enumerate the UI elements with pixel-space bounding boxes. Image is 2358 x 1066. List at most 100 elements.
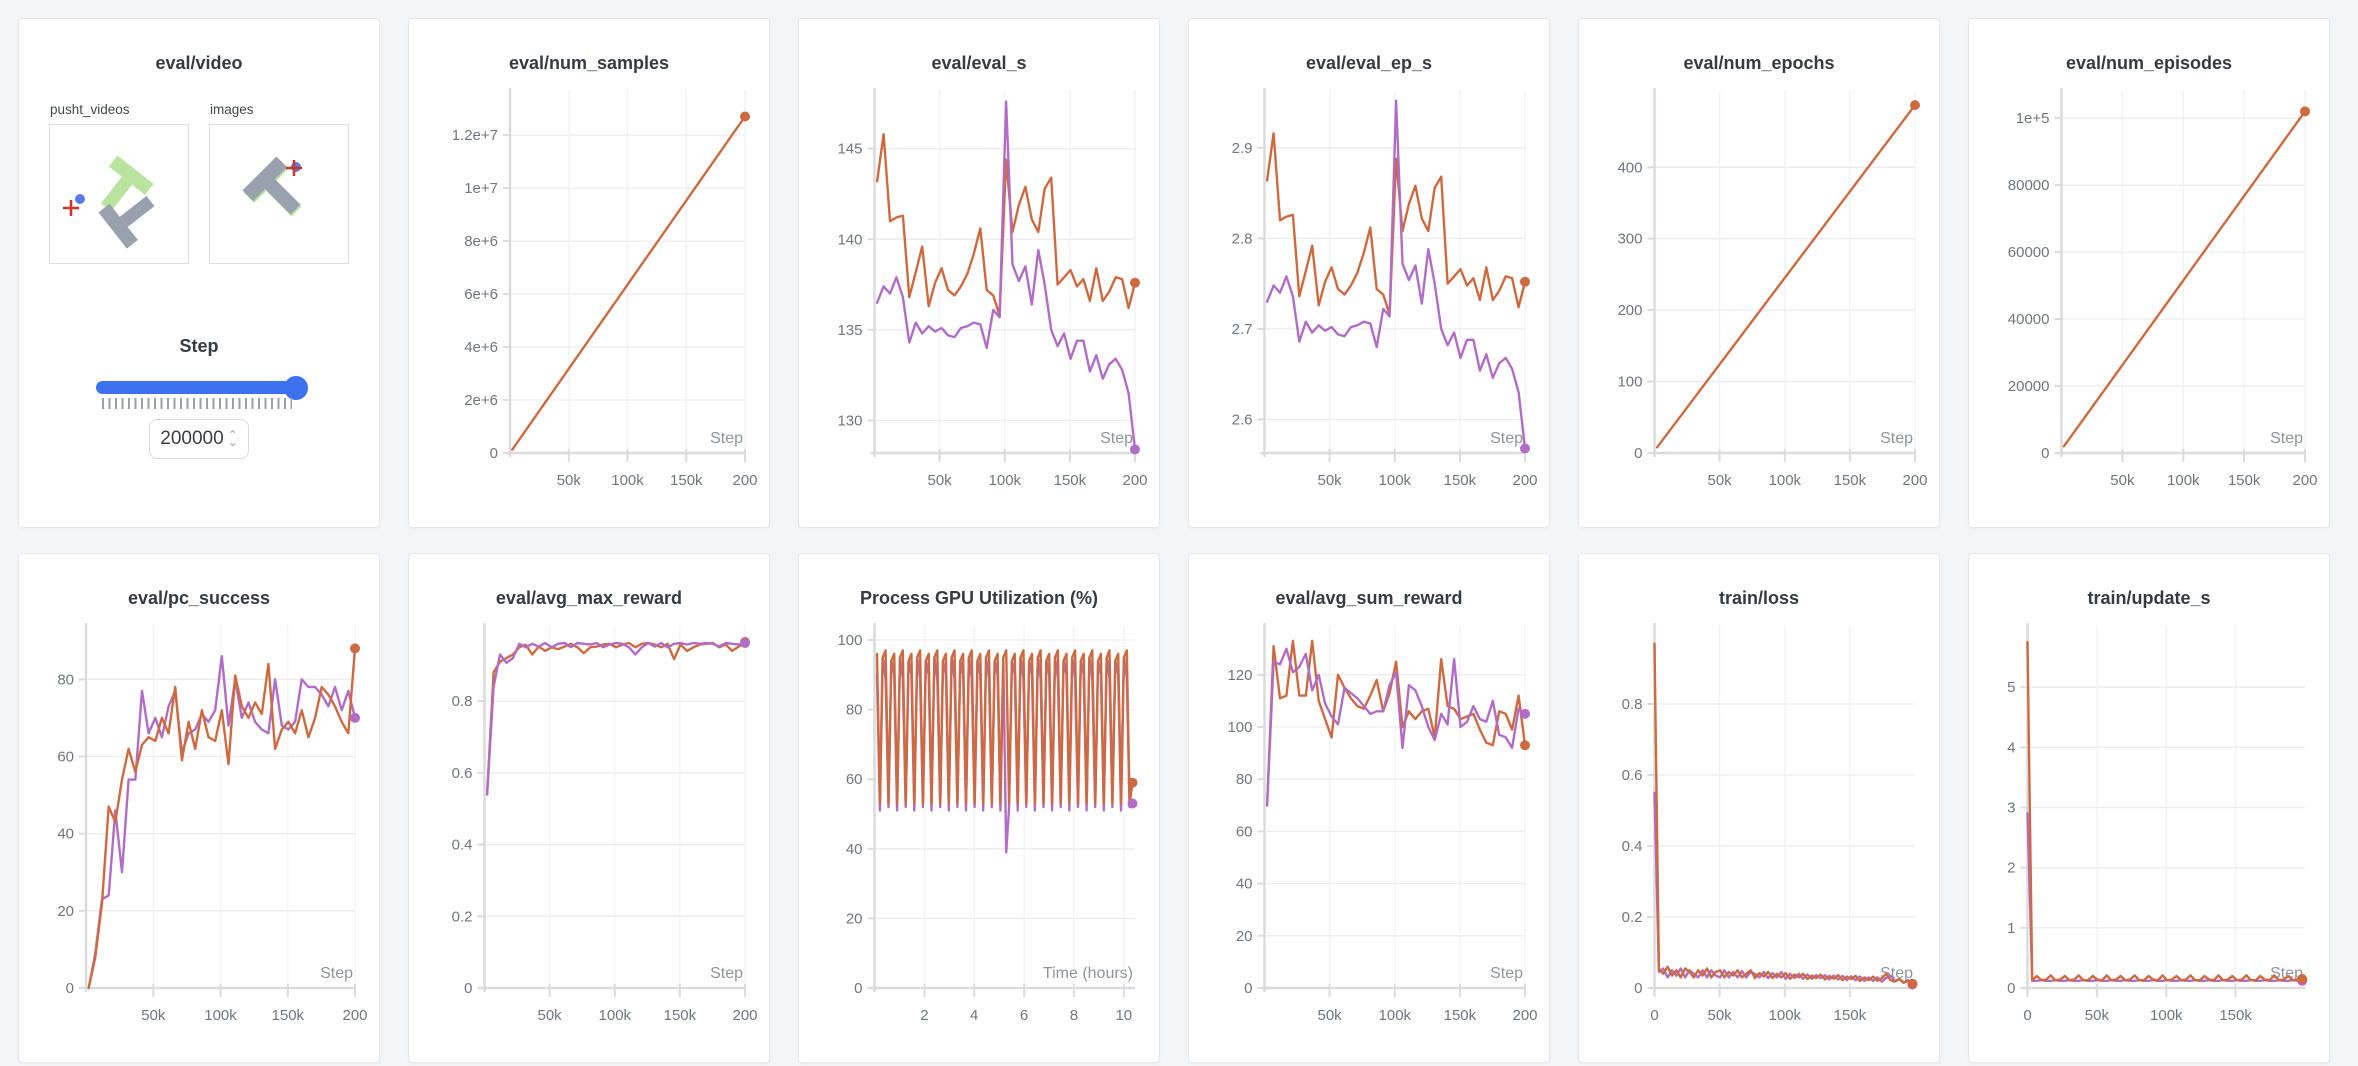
- panel-title: train/loss: [1718, 588, 1800, 608]
- svg-text:0: 0: [1634, 445, 1642, 462]
- svg-text:Step: Step: [2270, 430, 2303, 447]
- panel-eval-eval-s[interactable]: eval/eval_s 50k 100k 150k 200 130 135 140 145 St…: [798, 18, 1160, 528]
- step-number-input[interactable]: 200000 ⌃ ⌄: [149, 419, 249, 459]
- svg-text:8e+6: 8e+6: [464, 233, 498, 250]
- slider-track[interactable]: [96, 381, 302, 394]
- svg-text:0: 0: [2007, 980, 2015, 997]
- svg-text:40: 40: [1236, 876, 1253, 893]
- slider-thumb[interactable]: [284, 376, 308, 400]
- svg-text:Step: Step: [320, 965, 353, 982]
- panel-title: eval/eval_s: [931, 53, 1027, 73]
- svg-text:100k: 100k: [1379, 472, 1412, 489]
- svg-text:Step: Step: [1100, 430, 1133, 447]
- panel-eval-pc-success[interactable]: eval/pc_success 50k 100k 150k 200 0 20 40 60 80 S…: [18, 553, 380, 1063]
- svg-text:150k: 150k: [2219, 1007, 2252, 1024]
- svg-text:100k: 100k: [611, 472, 644, 489]
- svg-text:120: 120: [1227, 667, 1252, 684]
- panel-eval-avg-sum-reward[interactable]: eval/avg_sum_reward 50k 100k 150k 200 0 20 40 6…: [1188, 553, 1550, 1063]
- svg-text:50k: 50k: [1708, 472, 1733, 489]
- svg-text:150k: 150k: [670, 472, 703, 489]
- slider-tick-marks: [102, 398, 292, 409]
- panel-process-gpu-utilization[interactable]: Process GPU Utilization (%) 2 4 6 8 10 0 20 40 6…: [798, 553, 1160, 1063]
- panel-eval-avg-max-reward[interactable]: eval/avg_max_reward 50k 100k 150k 200 0 0.2 0.…: [408, 553, 770, 1063]
- svg-text:100k: 100k: [1379, 1007, 1412, 1024]
- svg-text:4e+6: 4e+6: [464, 339, 498, 356]
- panel-title: train/update_s: [2087, 588, 2211, 608]
- svg-text:200: 200: [1512, 1007, 1537, 1024]
- svg-text:200: 200: [732, 1007, 757, 1024]
- svg-text:1: 1: [2007, 920, 2015, 937]
- green-t-shape: [100, 155, 154, 212]
- svg-text:60: 60: [846, 771, 863, 788]
- svg-text:2e+6: 2e+6: [464, 392, 498, 409]
- svg-text:100: 100: [837, 632, 862, 649]
- panel-eval-num-episodes[interactable]: eval/num_episodes 50k 100k 150k 200 0 20000 40…: [1968, 18, 2330, 528]
- svg-text:300: 300: [1617, 231, 1642, 248]
- svg-text:0: 0: [2041, 445, 2049, 462]
- step-control: Step 200000 ⌃ ⌄: [49, 336, 349, 459]
- svg-text:0.6: 0.6: [452, 765, 473, 782]
- svg-text:40000: 40000: [2008, 311, 2050, 328]
- pusht-scene-1: [63, 155, 155, 249]
- svg-text:1e+5: 1e+5: [2016, 110, 2050, 127]
- svg-text:400: 400: [1617, 159, 1642, 176]
- svg-text:100: 100: [1617, 374, 1642, 391]
- svg-text:200: 200: [1122, 472, 1147, 489]
- svg-text:80000: 80000: [2008, 177, 2050, 194]
- panel-train-loss[interactable]: train/loss 0 50k 100k 150k 0 0.2 0.4 0.6 0.8 Step: [1578, 553, 1940, 1063]
- svg-text:60000: 60000: [2008, 244, 2050, 261]
- svg-text:0: 0: [66, 980, 74, 997]
- panel-train-update-s[interactable]: train/update_s 0 50k 100k 150k 0 1 2 3 4 5 Step: [1968, 553, 2330, 1063]
- svg-text:100: 100: [1227, 719, 1252, 736]
- stepper-arrows-icon[interactable]: ⌃ ⌄: [227, 428, 238, 449]
- svg-text:0: 0: [464, 980, 472, 997]
- image-preview[interactable]: [209, 124, 349, 264]
- svg-text:150k: 150k: [664, 1007, 697, 1024]
- svg-text:Time (hours): Time (hours): [1043, 965, 1133, 982]
- svg-text:0.8: 0.8: [1622, 696, 1643, 713]
- panel-eval-video: eval/video pusht_videos: [18, 18, 380, 528]
- target-cross: [286, 160, 302, 176]
- panel-title: eval/video: [155, 53, 243, 73]
- pusht-video-preview[interactable]: [49, 124, 189, 264]
- svg-text:200: 200: [2292, 472, 2317, 489]
- svg-text:3: 3: [2007, 800, 2015, 817]
- svg-text:0.4: 0.4: [1622, 838, 1643, 855]
- svg-text:0: 0: [490, 445, 498, 462]
- svg-text:1e+7: 1e+7: [464, 180, 498, 197]
- svg-text:60: 60: [1236, 823, 1253, 840]
- svg-text:50k: 50k: [928, 472, 953, 489]
- svg-text:20000: 20000: [2008, 378, 2050, 395]
- svg-text:20: 20: [57, 903, 74, 920]
- svg-text:50k: 50k: [2085, 1007, 2110, 1024]
- step-slider[interactable]: [96, 373, 308, 413]
- svg-text:0.4: 0.4: [452, 837, 473, 854]
- svg-text:150k: 150k: [1444, 472, 1477, 489]
- svg-text:Step: Step: [1880, 430, 1913, 447]
- svg-text:140: 140: [837, 231, 862, 248]
- svg-text:Step: Step: [710, 430, 743, 447]
- line-chart: 50k 100k 150k 200 2.6 2.7 2.8 2.9 Step: [1232, 88, 1538, 489]
- svg-text:Step: Step: [1490, 430, 1523, 447]
- svg-text:150k: 150k: [1054, 472, 1087, 489]
- line-chart: 50k 100k 150k 200 0 20000 40000 60000 80000 1e+5 S…: [2008, 88, 2318, 489]
- agent-dot: [75, 194, 85, 204]
- svg-text:0.2: 0.2: [452, 908, 473, 925]
- svg-text:Step: Step: [710, 965, 743, 982]
- svg-text:150k: 150k: [1444, 1007, 1477, 1024]
- svg-text:Step: Step: [2270, 965, 2303, 982]
- svg-text:100k: 100k: [989, 472, 1022, 489]
- svg-text:80: 80: [846, 702, 863, 719]
- svg-text:8: 8: [1070, 1007, 1078, 1024]
- line-chart: 50k 100k 150k 200 0 2e+6 4e+6 6e+6 8e+6 1e+7 1.2e+…: [452, 88, 758, 489]
- thumbnail-pusht-videos[interactable]: pusht_videos: [49, 102, 189, 264]
- panel-eval-num-epochs[interactable]: eval/num_epochs 50k 100k 150k 200 0 100 200 300…: [1578, 18, 1940, 528]
- svg-text:4: 4: [970, 1007, 978, 1024]
- panel-eval-eval-ep-s[interactable]: eval/eval_ep_s 50k 100k 150k 200 2.6 2.7 2.8 2.…: [1188, 18, 1550, 528]
- panel-eval-num-samples[interactable]: eval/num_samples 50k 100k 150k 200 0 2e+6 4e+6…: [408, 18, 770, 528]
- thumbnail-images[interactable]: images: [209, 102, 349, 264]
- svg-text:130: 130: [837, 412, 862, 429]
